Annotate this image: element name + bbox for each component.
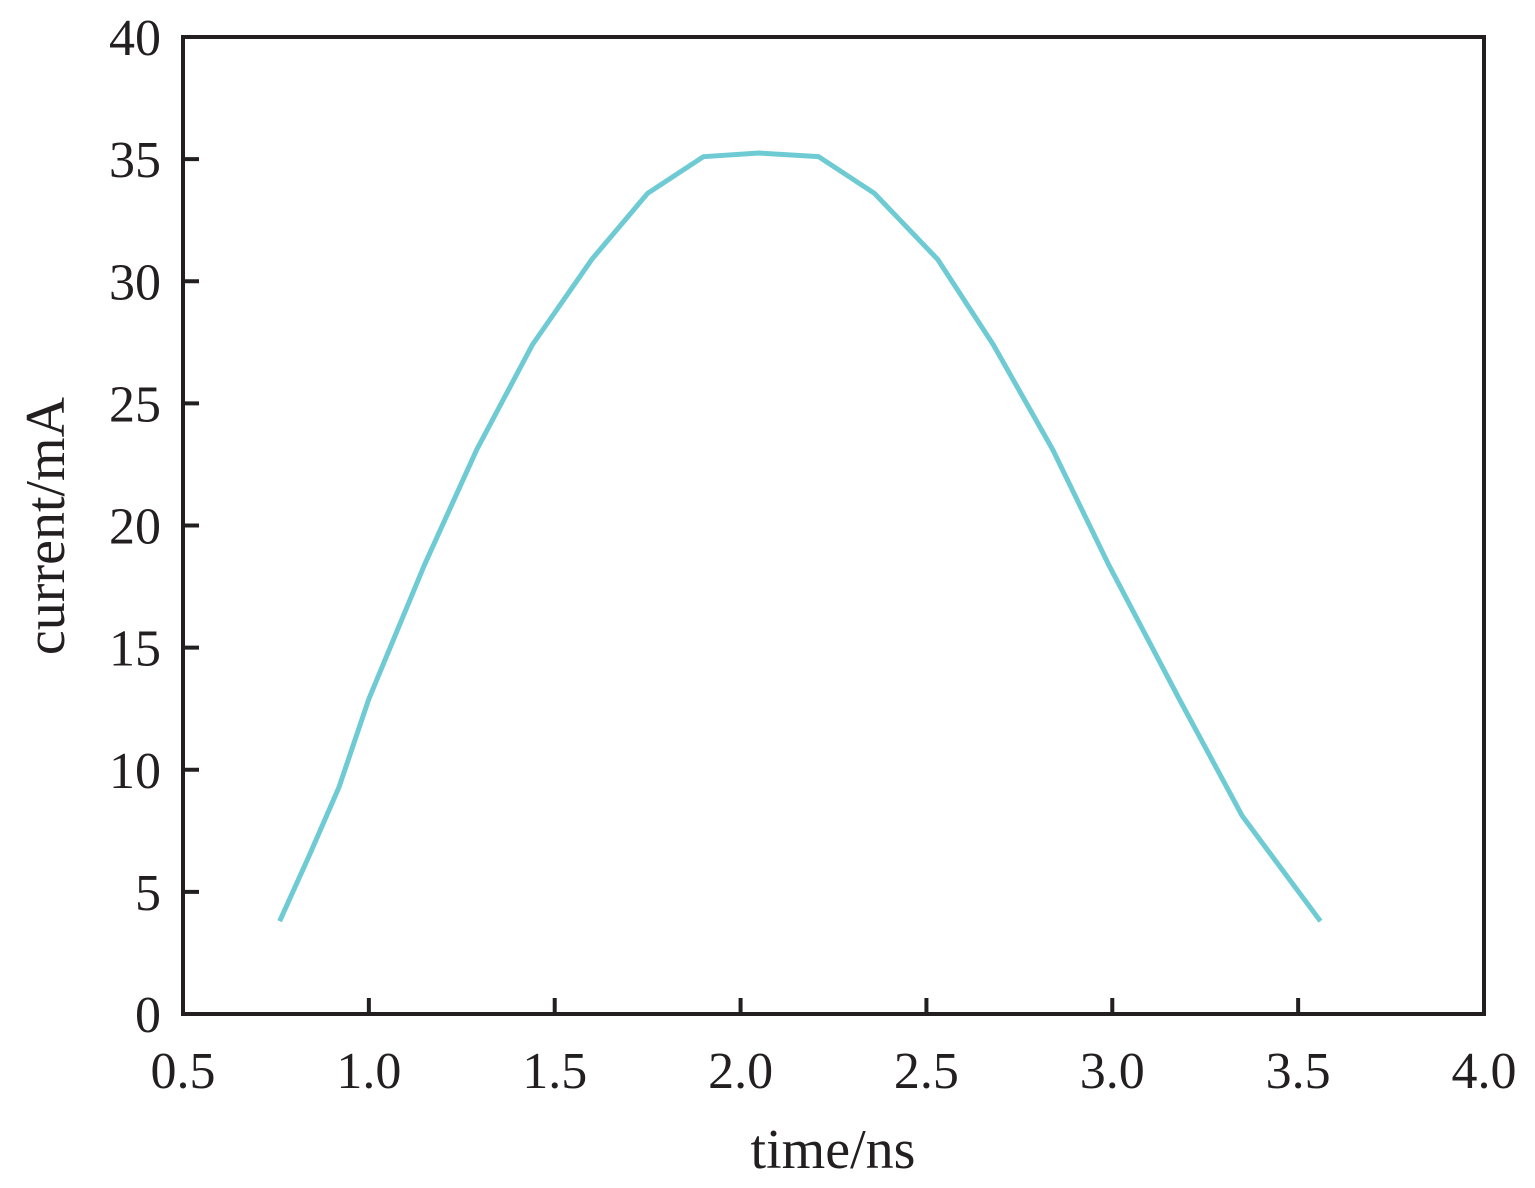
y-axis-ticks <box>183 35 199 1016</box>
y-tick-label: 5 <box>135 865 161 922</box>
y-axis-title: current/mA <box>15 396 77 655</box>
x-axis-ticks <box>181 998 1486 1014</box>
y-tick-label: 30 <box>109 254 161 311</box>
x-tick-label: 1.5 <box>522 1043 587 1100</box>
x-tick-label: 3.5 <box>1266 1043 1331 1100</box>
series-layer <box>277 150 1323 923</box>
y-tick-label: 25 <box>109 376 161 433</box>
x-tick-label: 4.0 <box>1452 1043 1517 1100</box>
x-axis-title: time/ns <box>751 1119 916 1181</box>
x-tick-label: 1.0 <box>336 1043 401 1100</box>
x-axis-tick-labels: 0.5 1.0 1.5 2.0 2.5 3.0 3.5 4.0 <box>151 1043 1517 1100</box>
plot-frame <box>181 35 1486 1016</box>
y-tick-label: 20 <box>109 499 161 556</box>
y-tick-label: 15 <box>109 621 161 678</box>
series-line <box>277 150 1323 923</box>
x-tick-label: 2.5 <box>894 1043 959 1100</box>
y-tick-label: 10 <box>109 743 161 800</box>
y-axis-tick-labels: 0 5 10 15 20 25 30 35 40 <box>109 10 161 1044</box>
x-tick-label: 2.0 <box>708 1043 773 1100</box>
y-tick-label: 35 <box>109 132 161 189</box>
y-tick-label: 40 <box>109 10 161 67</box>
x-tick-label: 0.5 <box>151 1043 216 1100</box>
x-tick-label: 3.0 <box>1080 1043 1145 1100</box>
y-tick-label: 0 <box>135 987 161 1044</box>
